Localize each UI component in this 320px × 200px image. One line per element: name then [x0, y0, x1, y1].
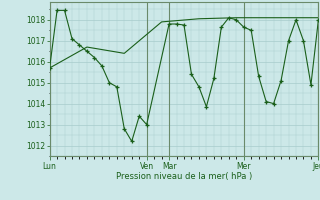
X-axis label: Pression niveau de la mer( hPa ): Pression niveau de la mer( hPa ) — [116, 172, 252, 181]
